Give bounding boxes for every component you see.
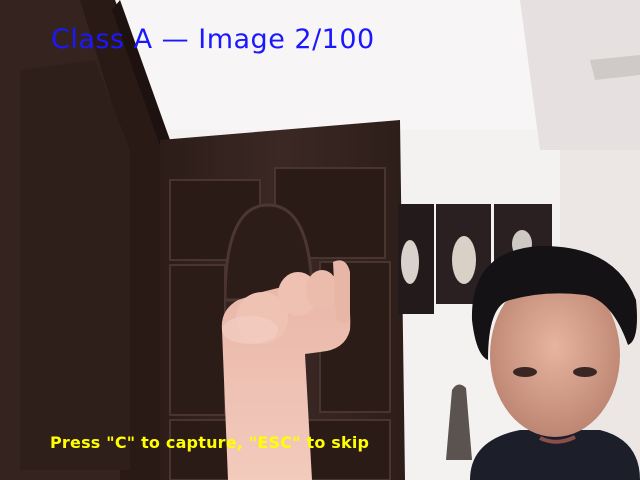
- class-progress-label: Class A — Image 2/100: [51, 24, 375, 55]
- capture-instruction: Press "C" to capture, "ESC" to skip: [50, 433, 370, 452]
- statue: [446, 384, 472, 460]
- person: [470, 245, 640, 480]
- hand-fist: [221, 260, 351, 480]
- ceiling-fixture: [590, 55, 640, 80]
